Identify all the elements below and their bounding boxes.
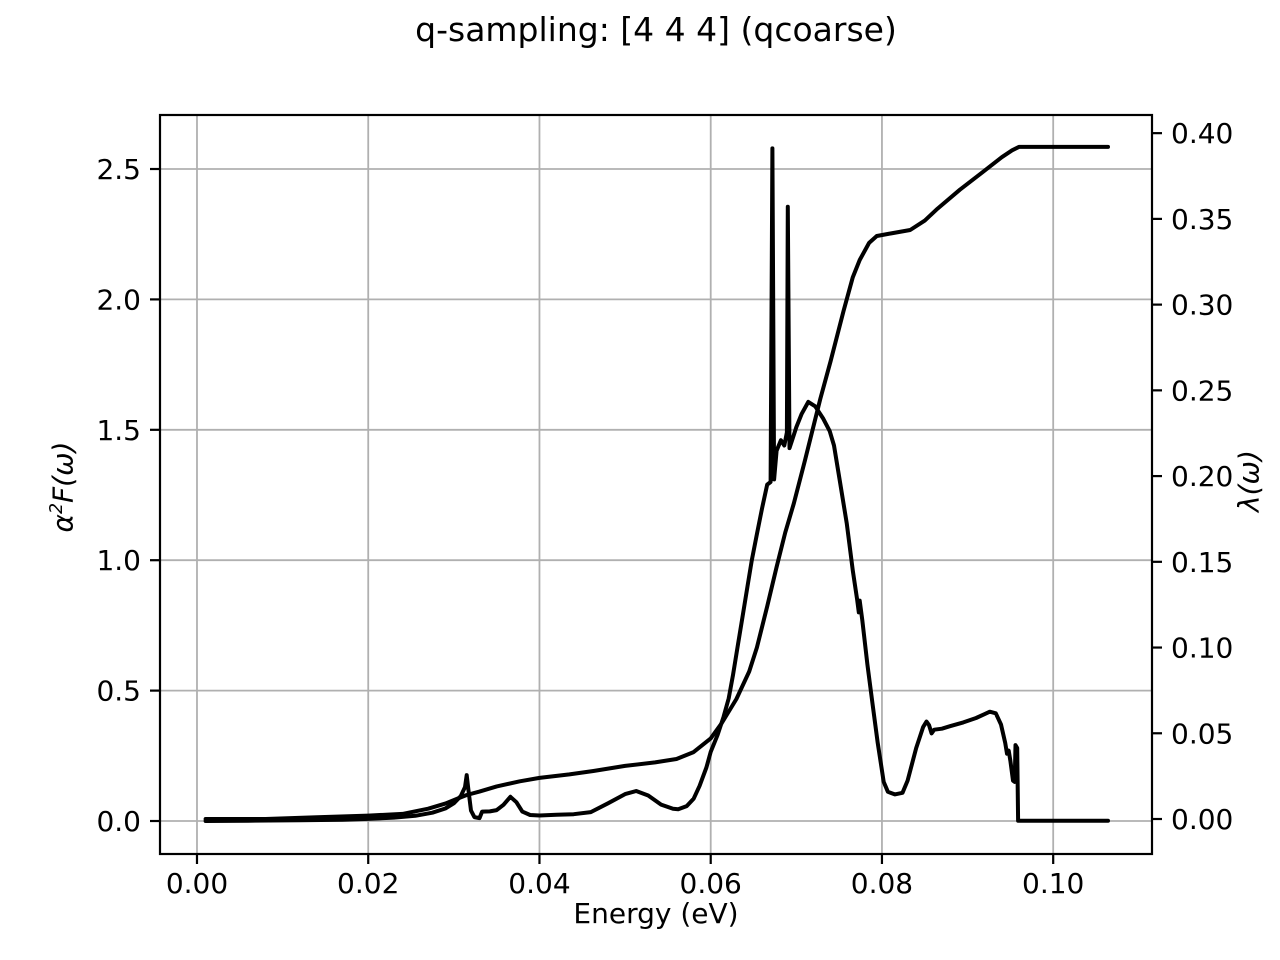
tick-label: 1.5 [96, 414, 141, 447]
tick-label: 2.5 [96, 153, 141, 186]
tick-label: 0.30 [1171, 289, 1233, 322]
lambda-curve [203, 144, 1110, 821]
tick-label: 2.0 [96, 283, 141, 316]
grid [160, 115, 1152, 854]
tick-label: 1.0 [96, 544, 141, 577]
spines [158, 113, 1154, 856]
tick-label: 0.00 [166, 867, 228, 900]
tick-label: 0.10 [1022, 867, 1084, 900]
tick-label: 0.10 [1171, 632, 1233, 665]
plot-border [158, 113, 1154, 856]
x-axis-label: Energy (eV) [573, 897, 739, 930]
curves [203, 144, 1110, 823]
left-axis-label-text: α2F(ω) [46, 441, 80, 533]
alpha2F-curve [203, 146, 1110, 823]
right-axis-ticks: 0.00 0.05 0.10 0.15 0.20 0.25 0.30 0.35 0.40 [1152, 117, 1233, 836]
tick-label: 0.02 [337, 867, 399, 900]
tick-label: 0.06 [680, 867, 742, 900]
tick-label: 0.05 [1171, 717, 1233, 750]
x-axis-ticks: 0.00 0.02 0.04 0.06 0.08 0.10 [166, 854, 1084, 900]
right-axis-label: λ(ω) [1232, 450, 1266, 512]
tick-label: 0.0 [96, 805, 141, 838]
tick-label: 0.04 [508, 867, 570, 900]
left-axis-ticks: 0.0 0.5 1.0 1.5 2.0 2.5 [96, 153, 160, 838]
tick-label: 0.40 [1171, 117, 1233, 150]
tick-label: 0.35 [1171, 203, 1233, 236]
tick-label: 0.00 [1171, 803, 1233, 836]
chart-title: q-sampling: [4 4 4] (qcoarse) [415, 10, 897, 49]
left-axis-label: α2F(ω) [47, 442, 80, 533]
tick-label: 0.15 [1171, 546, 1233, 579]
tick-label: 0.20 [1171, 460, 1233, 493]
tick-label: 0.08 [851, 867, 913, 900]
tick-label: 0.25 [1171, 374, 1233, 407]
tick-label: 0.5 [96, 675, 141, 708]
